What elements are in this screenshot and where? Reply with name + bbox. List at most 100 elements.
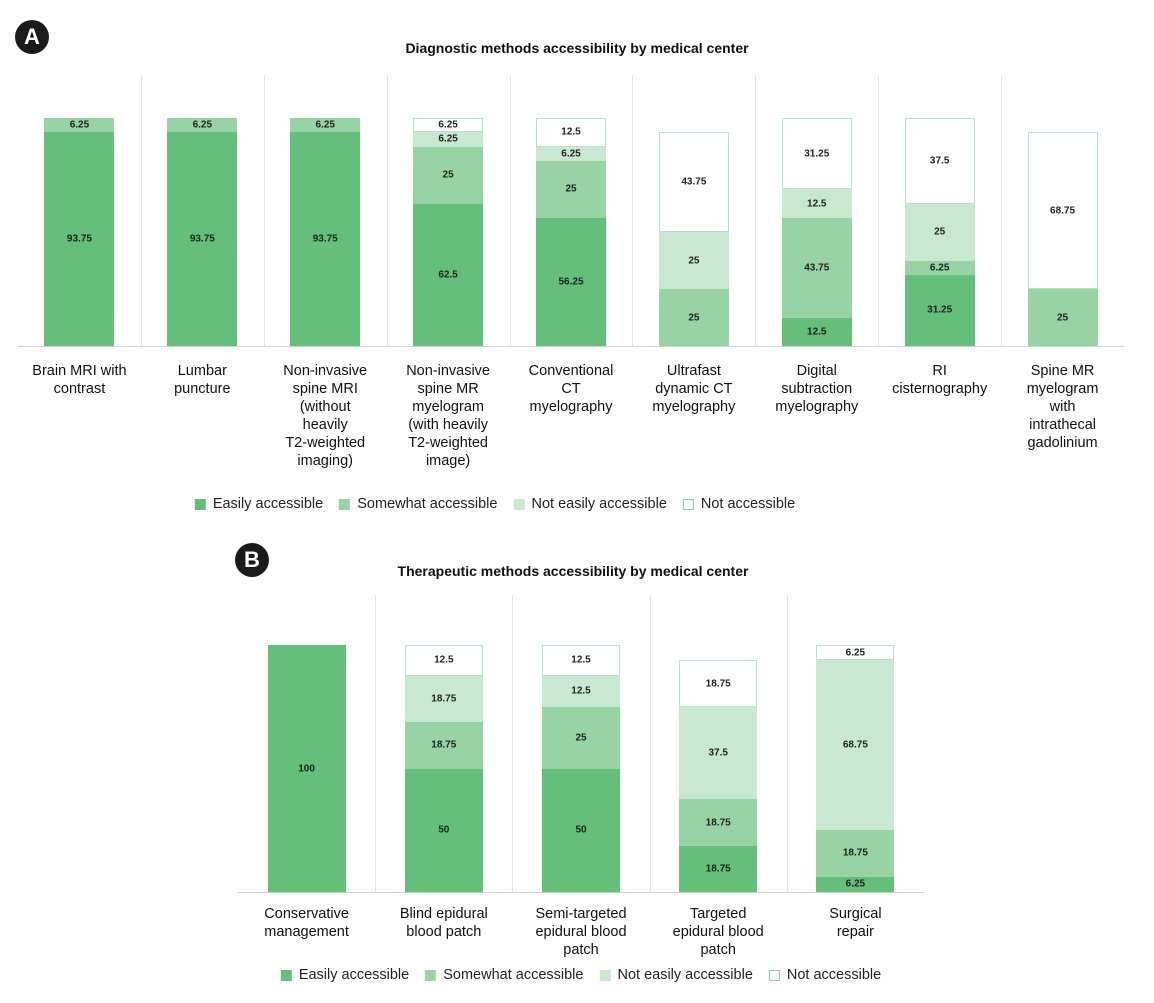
baseline [238, 892, 924, 893]
bar-segment [44, 132, 115, 346]
value-label: 6.25 [438, 119, 458, 131]
legend-swatch [280, 969, 292, 981]
bar-segment [679, 706, 758, 800]
value-label: 12.5 [571, 654, 591, 666]
legend: Easily accessible Somewhat accessible Not … [273, 967, 889, 983]
bar-segment [781, 118, 852, 190]
bar-segment [1027, 289, 1098, 346]
divider [649, 595, 651, 892]
legend-item: Easily accessible [194, 496, 324, 512]
value-label: 62.5 [438, 269, 458, 281]
legend-swatch [682, 498, 694, 510]
legend-item: Not accessible [768, 967, 882, 983]
legend-text: Not accessible [700, 496, 796, 512]
panel-label: B [235, 543, 269, 577]
value-label: 12.5 [807, 326, 827, 338]
divider [512, 595, 514, 892]
value-label: 6.25 [315, 119, 335, 131]
bar-segment [290, 132, 361, 346]
value-label: 25 [1056, 312, 1069, 323]
bar-segment [542, 706, 620, 769]
legend-item: Somewhat accessible [425, 967, 583, 983]
bar-segment [816, 876, 895, 892]
bar-segment [167, 132, 238, 346]
divider [1001, 75, 1003, 346]
value-label: 31.25 [927, 304, 953, 316]
legend-text: Easily accessible [298, 967, 410, 983]
chart-title: Therapeutic methods accessibility by med… [397, 563, 749, 579]
category-label: Conservative management [264, 906, 349, 940]
bar-segment [904, 274, 975, 346]
divider [140, 75, 142, 346]
divider [878, 75, 880, 346]
legend-swatch [339, 498, 351, 510]
category-label: Lumbar puncture [174, 363, 231, 397]
bar-segment [404, 675, 483, 723]
category-label: Brain MRI with contrast [32, 363, 127, 397]
bar-segment [44, 118, 115, 133]
category-label: Non-invasive spine MR myelogram (with he… [406, 363, 491, 469]
value-label: 37.5 [929, 155, 950, 167]
bar-segment [658, 132, 729, 232]
legend-swatch [768, 969, 780, 981]
bar-segment [816, 645, 895, 661]
value-label: 6.25 [192, 119, 213, 131]
value-label: 25 [934, 226, 946, 238]
value-label: 93.75 [189, 233, 215, 245]
legend-text: Not easily accessible [531, 496, 667, 512]
category-label: Digital subtraction myelography [775, 363, 859, 415]
value-label: 18.75 [705, 817, 731, 829]
value-label: 6.25 [438, 133, 458, 145]
value-label: 18.75 [431, 693, 457, 705]
value-label: 93.75 [66, 233, 92, 245]
category-label: Surgical repair [829, 906, 882, 940]
value-label: 6.25 [845, 647, 866, 659]
value-label: 100 [298, 763, 315, 774]
category-label: Semi-targeted epidural blood patch [535, 906, 627, 958]
value-label: 25 [442, 169, 454, 181]
value-label: 18.75 [842, 847, 868, 859]
value-label: 93.75 [312, 233, 338, 245]
value-label: 25 [575, 732, 587, 744]
bar-segment [536, 217, 606, 346]
legend-text: Easily accessible [212, 496, 324, 512]
value-label: 6.25 [69, 119, 90, 131]
legend-swatch [513, 498, 525, 510]
category-label: Targeted epidural blood patch [672, 906, 764, 958]
value-label: 12.5 [807, 198, 827, 209]
bar-segment [781, 189, 852, 218]
bar-segment [816, 830, 895, 877]
value-label: 68.75 [842, 739, 868, 751]
bar-segment [536, 118, 606, 147]
value-label: 68.75 [1050, 205, 1076, 217]
legend-text: Somewhat accessible [443, 967, 584, 983]
legend-text: Not accessible [786, 967, 882, 983]
bar-segment [904, 260, 975, 275]
value-label: 56.25 [558, 276, 584, 288]
value-label: 50 [575, 824, 587, 836]
legend-text: Not easily accessible [617, 967, 753, 983]
value-label: 12.5 [434, 654, 454, 666]
legend-item: Not accessible [682, 496, 796, 512]
bar-segment [679, 845, 758, 892]
legend-swatch [194, 498, 206, 510]
value-label: 43.75 [804, 262, 830, 274]
value-label: 6.25 [845, 878, 866, 890]
category-label: Non-invasive spine MRI (without heavily … [283, 363, 368, 469]
bar-segment [413, 146, 484, 204]
bar-segment [536, 160, 606, 218]
bar-segment [413, 132, 484, 147]
legend: Easily accessible Somewhat accessible Not … [187, 496, 803, 512]
value-label: 6.25 [561, 148, 581, 160]
bar-segment [542, 768, 620, 892]
bar-segment [781, 217, 852, 318]
value-label: 18.75 [431, 739, 457, 751]
category-label: Conventional CT myelography [528, 363, 614, 415]
value-label: 18.75 [705, 678, 731, 690]
legend-swatch [425, 969, 437, 981]
legend-swatch [599, 969, 611, 981]
bar-segment [904, 203, 975, 261]
category-label: RI cisternography [892, 363, 988, 397]
bar-segment [781, 317, 852, 346]
category-label: Blind epidural blood patch [399, 906, 488, 940]
